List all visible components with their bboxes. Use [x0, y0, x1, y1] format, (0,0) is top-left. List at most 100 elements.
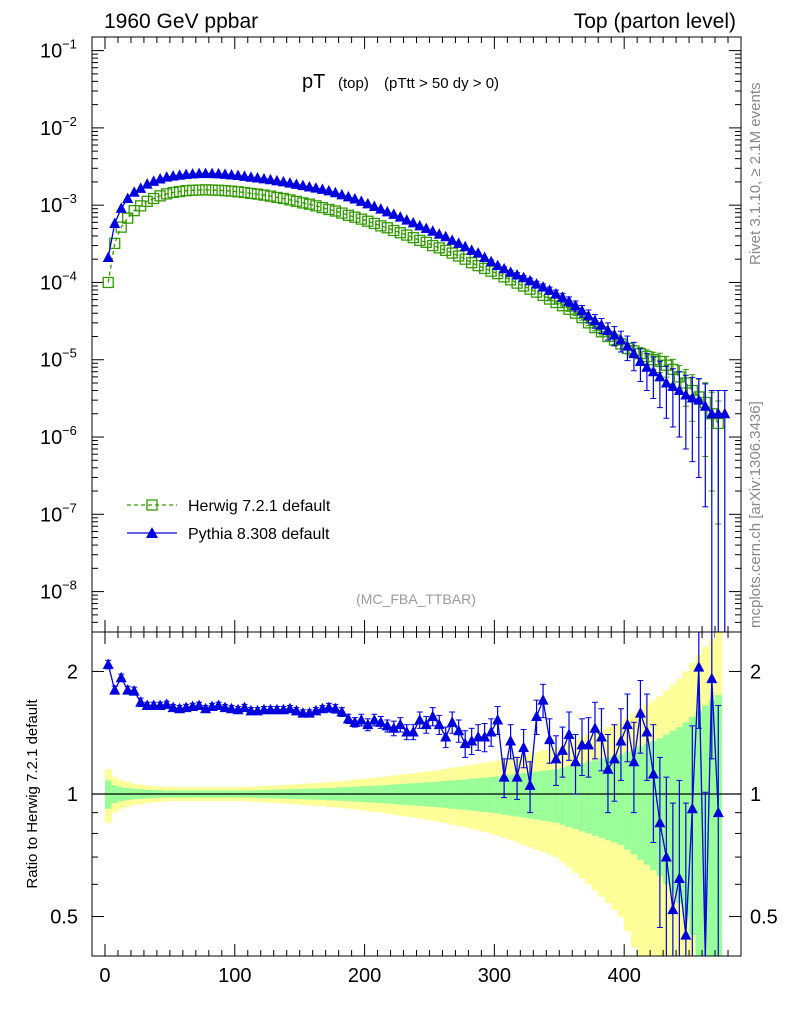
ratio-point: [479, 731, 491, 742]
herwig-point: [225, 185, 238, 197]
pythia-point: [699, 400, 711, 411]
herwig-point: [472, 260, 484, 272]
herwig-point: [284, 194, 296, 206]
ratio-point: [537, 694, 549, 705]
y-tick-label: 10: [40, 272, 62, 294]
ratio-point: [595, 731, 607, 742]
ratio-point: [660, 851, 672, 862]
herwig-point: [310, 200, 322, 212]
ratio-point: [511, 771, 523, 782]
ratio-point: [355, 713, 367, 725]
pythia-point: [433, 228, 445, 239]
header-right: Top (parton level): [574, 10, 736, 33]
ratio-point: [712, 806, 724, 818]
herwig-point: [433, 242, 445, 254]
pythia-point: [602, 324, 614, 335]
ratio-point: [122, 684, 134, 695]
pythia-point: [550, 287, 562, 299]
pythia-point: [680, 388, 692, 400]
pythia-point: [258, 172, 270, 184]
ratio-point: [446, 716, 458, 727]
y-tick-label-exponent: −7: [62, 500, 77, 515]
pythia-point: [673, 384, 685, 395]
herwig-point: [232, 186, 244, 198]
ratio-band-inner: [637, 746, 645, 860]
ratio-band-inner: [455, 779, 463, 810]
pythia-point: [336, 188, 348, 200]
pythia-point: [128, 186, 140, 197]
ratio-point: [290, 704, 302, 716]
herwig-point: [180, 185, 192, 197]
ratio-point: [167, 701, 179, 713]
legend-herwig-label: Herwig 7.2.1 default: [188, 498, 331, 515]
herwig-point: [148, 192, 160, 205]
ratio-point: [135, 696, 147, 707]
ratio-band-inner: [481, 777, 489, 813]
herwig-point: [109, 237, 121, 250]
herwig-point: [290, 195, 303, 208]
ratio-point: [427, 710, 439, 722]
pythia-point: [621, 340, 633, 351]
ratio-band-inner: [578, 763, 586, 832]
pythia-point: [264, 173, 276, 185]
herwig-point: [355, 213, 367, 225]
ratio-point: [375, 716, 387, 727]
pythia-point: [375, 203, 387, 214]
ratio-band-inner: [617, 754, 625, 845]
ratio-point: [193, 699, 205, 710]
ratio-point: [667, 903, 679, 915]
pythia-point: [388, 208, 400, 219]
ratio-point: [505, 734, 517, 746]
y-tick-label: 10: [40, 350, 62, 372]
ratio-band-inner: [474, 778, 482, 812]
pythia-point: [667, 380, 679, 392]
herwig-point: [277, 192, 290, 205]
herwig-point: [336, 207, 348, 219]
pythia-point: [537, 281, 549, 292]
herwig-point: [478, 262, 491, 275]
ratio-point: [102, 658, 114, 670]
ratio-point: [531, 710, 543, 722]
ratio-point: [394, 718, 406, 730]
pythia-point: [297, 179, 309, 191]
pythia-point: [427, 225, 439, 236]
pythia-point: [576, 304, 588, 316]
pythia-point: [342, 190, 354, 202]
ratio-point: [570, 755, 582, 767]
pythia-point: [589, 314, 601, 326]
pythia-point: [686, 391, 698, 403]
y-tick-label: 2: [67, 661, 78, 683]
ratio-point: [608, 752, 620, 764]
y-tick-label-exponent: −2: [62, 114, 77, 129]
ratio-point: [544, 733, 556, 745]
pythia-point: [394, 211, 406, 222]
herwig-point: [297, 197, 309, 209]
ratio-band-inner: [559, 767, 567, 825]
x-tick-label: 300: [478, 965, 511, 987]
herwig-point: [238, 186, 251, 199]
herwig-point: [173, 185, 186, 198]
ratio-point: [557, 744, 569, 755]
pythia-point: [232, 169, 244, 181]
herwig-point: [102, 276, 114, 289]
pythia-point: [660, 377, 672, 388]
ratio-band-inner: [468, 778, 476, 811]
plot-title-sub2: (pTtt > 50 dy > 0): [384, 75, 499, 92]
y-tick-label-exponent: −6: [62, 423, 77, 438]
herwig-point: [466, 257, 478, 269]
herwig-point: [160, 188, 173, 200]
ratio-band-inner: [624, 751, 632, 850]
pythia-point: [641, 361, 653, 372]
ratio-point: [342, 712, 354, 724]
pythia-point: [290, 178, 302, 189]
pythia-point: [277, 175, 289, 187]
ratio-point: [420, 718, 432, 730]
herwig-point: [264, 190, 277, 202]
ratio-ylabel: Ratio to Herwig 7.2.1 default: [24, 699, 41, 889]
legend: Herwig 7.2.1 default Pythia 8.308 defaul…: [127, 498, 331, 543]
mcplots-label: mcplots.cern.ch [arXiv:1306.3436]: [747, 401, 764, 628]
ratio-point: [485, 726, 497, 737]
ratio-point: [362, 718, 374, 730]
ratio-point: [388, 722, 400, 733]
